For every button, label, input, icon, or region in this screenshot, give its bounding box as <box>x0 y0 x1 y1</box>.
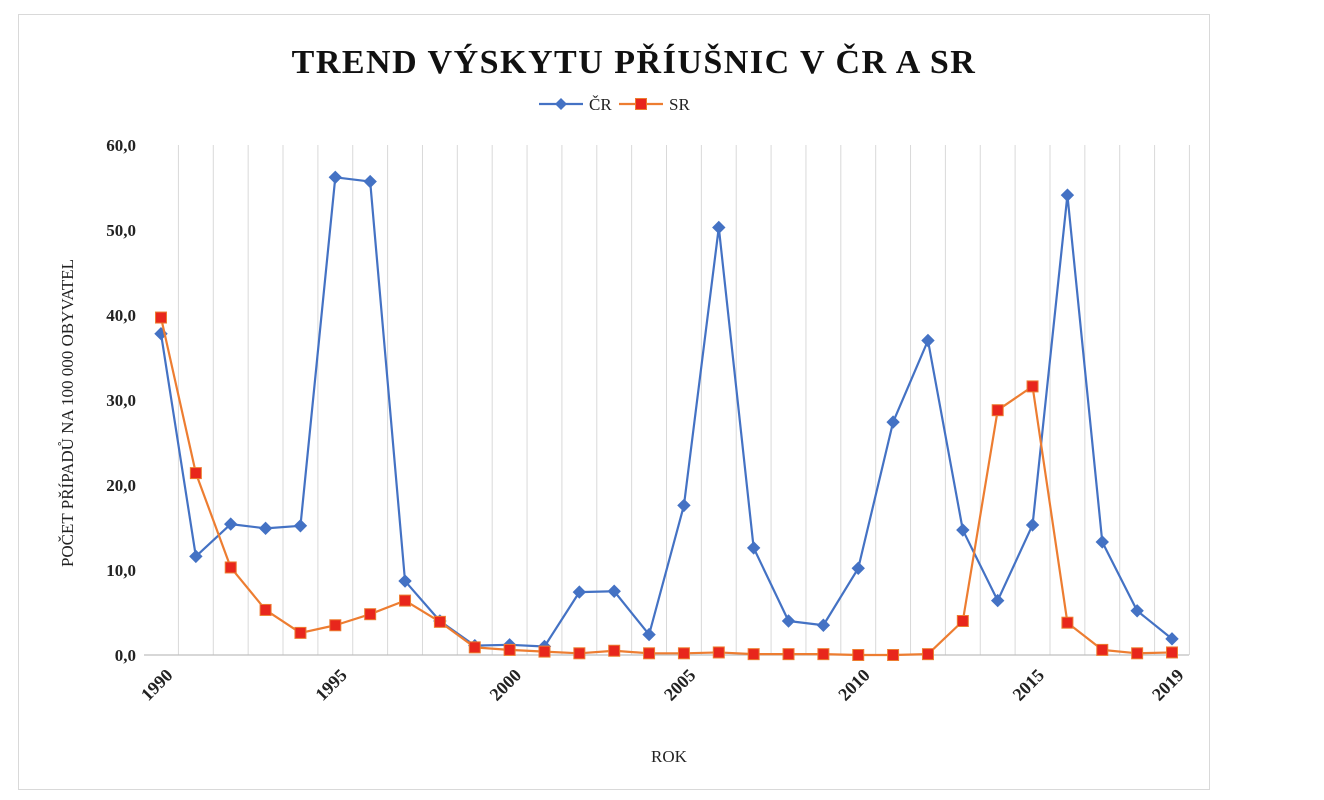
data-point <box>399 594 412 607</box>
x-tick-label: 2019 <box>1148 665 1188 705</box>
data-point <box>364 608 377 621</box>
legend: ČR SR <box>539 95 690 114</box>
data-point <box>851 561 865 576</box>
series-line <box>159 176 1173 648</box>
data-point <box>886 415 900 429</box>
legend-marker <box>635 98 647 110</box>
data-point <box>294 626 307 639</box>
data-point <box>677 647 690 660</box>
line-chart: TREND VÝSKYTU PŘÍUŠNIC V ČR A SR ČR SR 0,… <box>58 43 1190 766</box>
x-tick-label: 2010 <box>834 665 874 705</box>
legend-marker <box>555 98 567 110</box>
data-point <box>712 220 726 235</box>
y-tick-label: 20,0 <box>106 476 136 495</box>
data-point <box>328 170 343 185</box>
data-point <box>293 519 308 533</box>
data-point <box>468 641 481 654</box>
x-tick-label: 2000 <box>486 665 526 705</box>
data-point <box>991 404 1004 417</box>
data-point <box>1060 188 1075 202</box>
data-point <box>781 614 796 628</box>
data-point <box>1026 380 1039 393</box>
data-point <box>189 549 203 564</box>
data-point <box>677 498 691 513</box>
data-point <box>538 645 551 658</box>
data-point <box>1165 632 1179 646</box>
data-point <box>1131 647 1144 660</box>
data-point <box>608 644 621 657</box>
data-point <box>712 646 725 659</box>
data-point <box>1096 643 1109 656</box>
y-tick-label: 40,0 <box>106 306 136 325</box>
grid-lines <box>177 145 1190 655</box>
data-point <box>1130 604 1144 618</box>
data-point <box>1025 518 1040 532</box>
data-point <box>573 647 586 660</box>
data-point <box>956 615 969 627</box>
legend-label-cr: ČR <box>589 95 612 114</box>
data-point <box>852 649 865 661</box>
data-point <box>1061 616 1074 629</box>
data-point <box>643 647 656 660</box>
data-point <box>224 561 237 574</box>
chart-title: TREND VÝSKYTU PŘÍUŠNIC V ČR A SR <box>292 43 977 81</box>
x-tick-label: 2005 <box>660 665 700 705</box>
data-point <box>259 603 272 616</box>
x-tick-labels: 1990 1995 2000 2005 2010 2015 2019 <box>137 665 1188 705</box>
x-tick-label: 1990 <box>137 665 177 705</box>
data-point <box>258 521 273 536</box>
data-point <box>817 648 830 661</box>
y-tick-label: 50,0 <box>106 221 136 240</box>
data-point <box>1166 646 1178 659</box>
data-point <box>990 593 1005 608</box>
data-point <box>642 627 656 642</box>
data-point <box>363 174 377 189</box>
data-point <box>607 584 621 598</box>
data-point <box>816 618 831 632</box>
data-point <box>503 643 516 656</box>
y-tick-label: 60,0 <box>106 136 136 155</box>
legend-label-sr: SR <box>669 95 690 114</box>
y-tick-labels: 0,0 10,0 20,0 30,0 40,0 50,0 60,0 <box>106 136 136 665</box>
data-point <box>189 467 202 480</box>
series-cr <box>154 170 1179 654</box>
data-point <box>1095 535 1109 549</box>
series-sr <box>155 311 1178 661</box>
data-point <box>782 648 795 661</box>
data-point <box>433 615 446 628</box>
data-point <box>329 619 342 632</box>
data-point <box>398 574 412 588</box>
series-group <box>154 170 1179 661</box>
data-point <box>887 649 900 661</box>
data-point <box>746 541 761 555</box>
y-tick-label: 30,0 <box>106 391 136 410</box>
x-tick-label: 2015 <box>1009 665 1049 705</box>
data-point <box>921 648 934 661</box>
chart-frame: TREND VÝSKYTU PŘÍUŠNIC V ČR A SR ČR SR 0,… <box>18 14 1210 790</box>
data-point <box>155 311 167 324</box>
data-point <box>747 648 760 661</box>
x-axis-title: ROK <box>651 747 688 766</box>
data-point <box>224 517 238 531</box>
data-point <box>956 523 970 537</box>
data-point <box>921 333 935 348</box>
data-point <box>572 585 587 599</box>
x-tick-label: 1995 <box>311 665 351 705</box>
y-tick-label: 0,0 <box>115 646 136 665</box>
y-tick-label: 10,0 <box>106 561 136 580</box>
y-axis-title: POČET PŘÍPADŮ NA 100 000 OBYVATEL <box>58 259 77 567</box>
